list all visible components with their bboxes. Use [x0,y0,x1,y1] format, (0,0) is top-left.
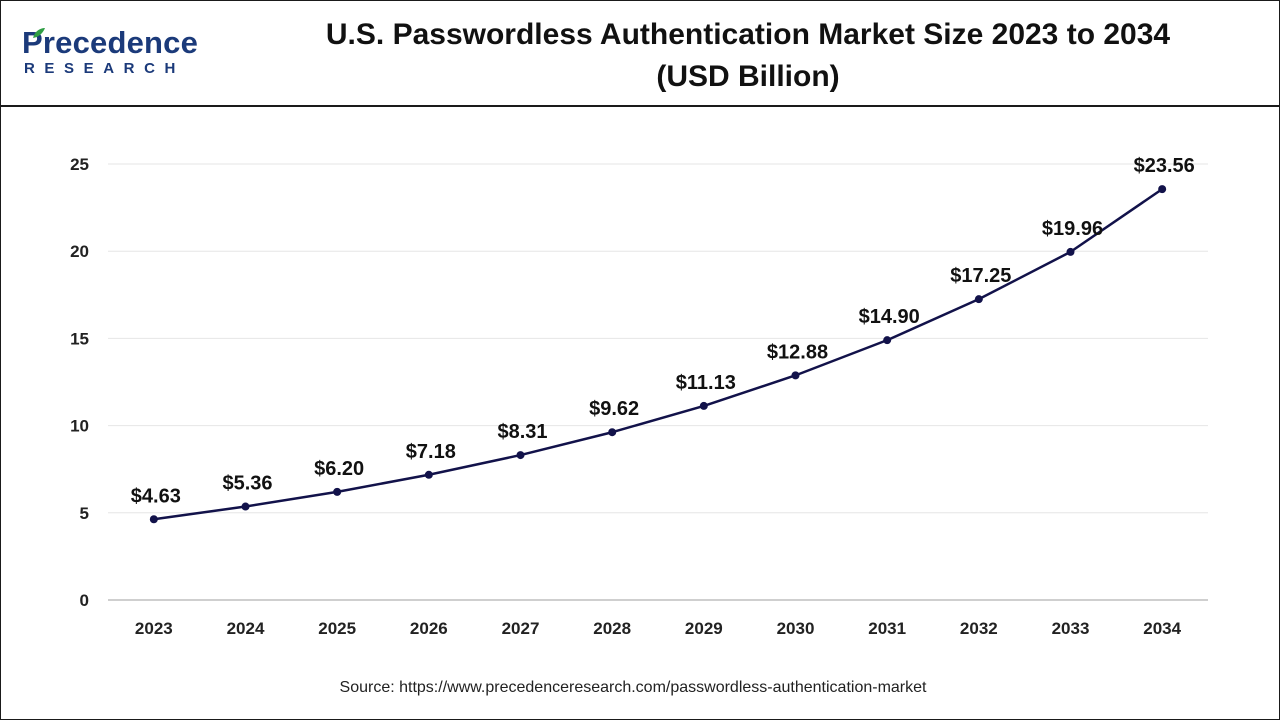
data-point [791,371,800,380]
y-tick-label: 20 [70,242,89,261]
x-tick-label: 2031 [868,619,906,638]
x-tick-label: 2030 [777,619,815,638]
data-point [883,336,892,345]
y-axis-ticks: 0 5 10 15 20 25 [70,155,89,610]
x-tick-label: 2027 [502,619,540,638]
x-tick-label: 2033 [1052,619,1090,638]
series-line-path [153,188,1163,521]
y-tick-label: 5 [80,504,89,523]
x-tick-label: 2026 [410,619,448,638]
x-tick-label: 2029 [685,619,723,638]
chart-title-line-2: (USD Billion) [656,60,840,93]
data-point [149,515,158,524]
data-point [516,451,525,460]
chart-title: U.S. Passwordless Authentication Market … [230,14,1266,98]
data-label: $8.31 [497,421,547,443]
data-point [424,470,433,479]
x-tick-label: 2034 [1143,619,1181,638]
data-point [1158,185,1167,194]
x-tick-label: 2032 [960,619,998,638]
source-note: Source: https://www.precedenceresearch.c… [339,679,927,696]
chart-title-line-1: U.S. Passwordless Authentication Market … [325,18,1171,51]
data-label: $23.56 [1134,155,1195,177]
data-point [974,295,983,304]
data-point [608,428,617,437]
data-label: $19.96 [1042,218,1103,240]
logo-wordmark: Precedence [22,25,199,60]
chart-header: Precedence RESEARCH U.S. Passwordless Au… [0,0,1280,107]
data-point [699,401,708,410]
series-line [153,188,1163,521]
data-label: $6.20 [314,458,364,480]
x-tick-label: 2028 [593,619,631,638]
data-point [1066,247,1075,256]
y-tick-label: 0 [80,591,89,610]
gridlines [108,163,1208,601]
data-label: $12.88 [767,341,828,363]
brand-logo: Precedence RESEARCH [22,26,222,86]
y-tick-label: 10 [70,417,89,436]
x-tick-label: 2025 [318,619,356,638]
y-tick-label: 25 [70,155,89,174]
x-tick-label: 2023 [135,619,173,638]
data-label: $17.25 [950,265,1011,287]
data-point [333,487,342,496]
leaf-icon [33,28,45,38]
data-label: $4.63 [131,485,181,507]
data-label: $11.13 [676,372,736,394]
y-tick-label: 15 [70,329,89,348]
data-points [149,185,1167,524]
data-label: $14.90 [859,306,920,328]
logo-subtitle: RESEARCH [24,60,185,77]
data-labels: $4.63 $5.36 $6.20 $7.18 $8.31 $9.62 $11.13 $12.… [131,155,1195,507]
data-label: $5.36 [222,473,272,495]
data-point [241,502,250,511]
x-tick-label: 2024 [227,619,265,638]
data-label: $9.62 [589,398,639,420]
x-axis-ticks: 2023 2024 2025 2026 2027 2028 2029 2030 2031 2032… [135,619,1182,638]
data-label: $7.18 [406,441,456,463]
